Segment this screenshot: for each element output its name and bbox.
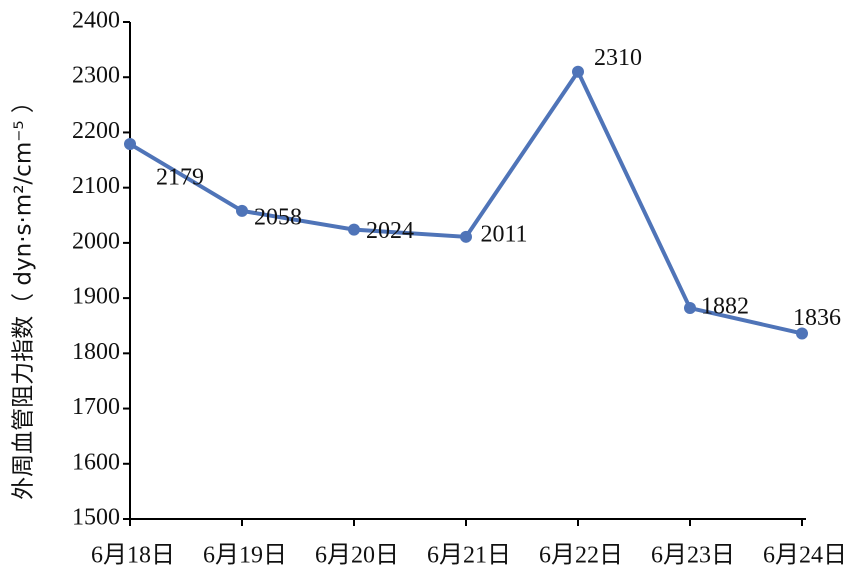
y-tick-label: 2300	[72, 63, 120, 89]
data-label: 2310	[594, 45, 642, 71]
data-label: 2058	[254, 204, 302, 230]
data-point	[348, 223, 360, 236]
data-point	[124, 138, 136, 151]
x-tick-label: 6月19日	[203, 543, 287, 569]
y-tick-label: 2400	[72, 8, 120, 34]
x-tick-label: 6月22日	[539, 543, 623, 569]
y-tick-label: 1700	[72, 394, 120, 420]
y-axis-label: 外周血管阻力指数（ dyn·s·m²/cm⁻⁵ ）	[11, 90, 37, 500]
data-label: 2024	[366, 218, 414, 244]
data-label: 2179	[156, 165, 204, 191]
y-tick-label: 1500	[72, 505, 120, 531]
y-tick-label: 2000	[72, 228, 120, 254]
data-point	[796, 327, 808, 340]
x-tick-label: 6月20日	[315, 543, 399, 569]
y-tick-label: 2100	[72, 173, 120, 199]
x-tick-label: 6月21日	[427, 543, 511, 569]
data-label: 2011	[480, 221, 527, 247]
data-label: 1882	[701, 294, 749, 320]
y-tick-label: 1600	[72, 449, 120, 475]
x-tick-label: 6月23日	[651, 543, 735, 569]
data-point	[684, 302, 696, 315]
data-point	[236, 204, 248, 217]
x-tick-label: 6月24日	[763, 543, 847, 569]
data-label: 1836	[793, 305, 841, 331]
data-point	[460, 230, 472, 243]
y-tick-label: 1900	[72, 284, 120, 310]
y-tick-label: 1800	[72, 339, 120, 365]
data-point	[572, 65, 584, 78]
y-tick-label: 2200	[72, 118, 120, 144]
x-tick-label: 6月18日	[91, 543, 175, 569]
